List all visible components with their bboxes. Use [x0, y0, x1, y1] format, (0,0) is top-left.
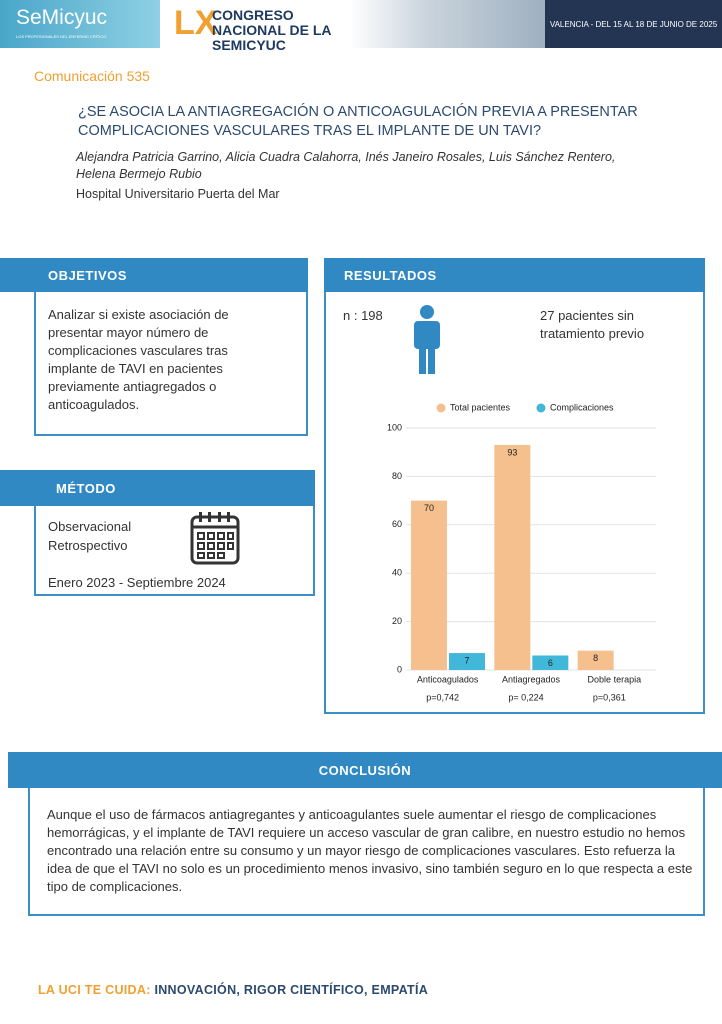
footer: LA UCI TE CUIDA: INNOVACIÓN, RIGOR CIENT…	[38, 983, 428, 997]
dates: VALENCIA - DEL 15 AL 18 DE JUNIO DE 2025	[545, 0, 722, 48]
bar	[494, 444, 531, 670]
design: Retrospectivo	[48, 538, 128, 553]
y-tick-label: 100	[387, 422, 402, 432]
x-tick-label: Antiagregados	[502, 674, 561, 684]
period: Enero 2023 - Septiembre 2024	[48, 575, 226, 590]
affiliation: Hospital Universitario Puerta del Mar	[76, 187, 280, 201]
calendar-icon	[190, 512, 240, 565]
x-tick-label: Doble terapia	[588, 674, 642, 684]
conclusion-heading: CONCLUSIÓN	[8, 752, 722, 788]
legend-swatch	[536, 403, 546, 413]
p-value: p=0,742	[426, 692, 459, 702]
authors: Alejandra Patricia Garrino, Alicia Cuadr…	[76, 150, 616, 181]
p-value: p=0,361	[593, 692, 626, 702]
footer-text: INNOVACIÓN, RIGOR CIENTÍFICO, EMPATÍA	[154, 983, 429, 997]
value-label: 6	[548, 658, 553, 668]
conclusion-text: Aunque el uso de fármacos antiagregantes…	[47, 807, 693, 894]
legend-label: Total pacientes	[450, 402, 511, 412]
x-tick-label: Anticoagulados	[417, 674, 479, 684]
bar	[532, 655, 569, 670]
objetivos-text: Analizar si existe asociación de present…	[48, 307, 229, 412]
logo: SeMicyuc	[16, 6, 108, 29]
value-label: 93	[507, 447, 517, 457]
metodo-box	[34, 506, 315, 596]
p-value: p= 0,224	[508, 692, 543, 702]
title: ¿SE ASOCIA LA ANTIAGREGACIÓN O ANTICOAGU…	[78, 104, 638, 139]
sample-size: n : 198	[343, 308, 383, 323]
objetivos-heading: OBJETIVOS	[0, 258, 308, 292]
bar	[411, 500, 447, 670]
metodo-heading: MÉTODO	[0, 470, 315, 506]
bar-chart: 0 20 40 60 80 100 Total pacientes Complicacione…	[387, 402, 656, 702]
resultados-heading: RESULTADOS	[324, 258, 705, 292]
value-label: 8	[593, 653, 598, 663]
person-icon	[414, 305, 440, 374]
y-tick-label: 20	[392, 616, 402, 626]
footer-lead: LA UCI TE CUIDA:	[38, 983, 151, 997]
bar	[449, 653, 485, 670]
y-tick-label: 80	[392, 471, 402, 481]
bar	[577, 650, 614, 670]
untreated: 27 pacientes sin tratamiento previo	[540, 308, 645, 341]
legend-label: Complicaciones	[550, 402, 614, 412]
logo-tagline: LOS PROFESIONALES DEL ENFERMO CRÍTICO	[16, 34, 107, 39]
edition: LX	[174, 4, 218, 42]
value-label: 70	[424, 503, 434, 513]
conclusion-box	[28, 788, 705, 916]
y-tick-label: 40	[392, 568, 402, 578]
objetivos-box	[34, 292, 308, 436]
legend-swatch	[436, 403, 446, 413]
congress: CONGRESO NACIONAL DE LA SEMICYUC	[212, 7, 331, 53]
value-label: 7	[464, 655, 469, 665]
communication: Comunicación 535	[34, 68, 150, 84]
y-tick-label: 0	[397, 664, 402, 674]
logo-area	[0, 0, 160, 48]
header-image	[350, 0, 545, 48]
y-tick-label: 60	[392, 519, 402, 529]
design: Observacional	[48, 519, 132, 534]
resultados-box	[324, 292, 705, 714]
